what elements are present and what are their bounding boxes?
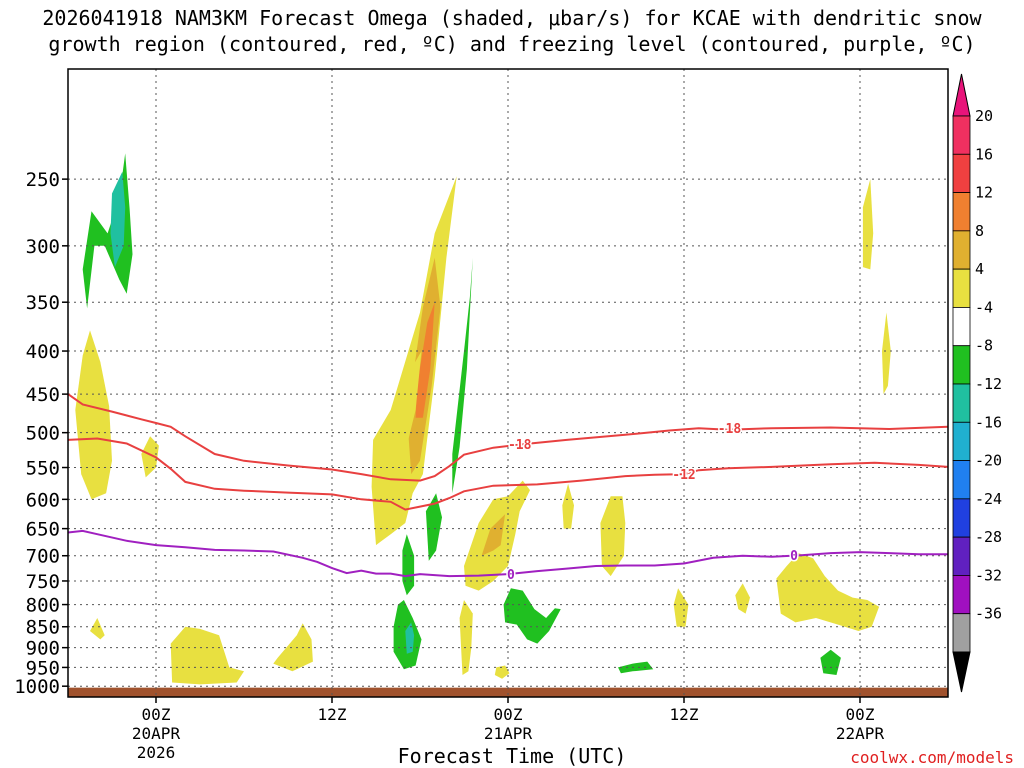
omega-region-28 (820, 649, 841, 675)
y-tick-label-1000: 1000 (14, 676, 60, 698)
colorbar-label-12: -32 (975, 566, 1002, 584)
y-tick-label-550: 550 (26, 458, 60, 480)
chart-title-line-2: growth region (contoured, red, ºC) and f… (48, 32, 976, 56)
y-tick-label-350: 350 (26, 292, 60, 314)
colorbar-swatch-2 (952, 192, 971, 232)
x-tick-label-18-0: 12Z (318, 705, 347, 724)
omega-region-5 (273, 623, 313, 672)
colorbar-top-arrow (952, 73, 971, 117)
colorbar-swatch-5 (952, 307, 971, 347)
x-tick-label-54-1: 22APR (836, 724, 885, 743)
colorbar-label-9: -20 (975, 452, 1002, 470)
colorbar-swatch-1 (952, 153, 971, 193)
x-tick-label-30-1: 21APR (484, 724, 533, 743)
contour-label-3: 0 (507, 568, 515, 583)
omega-region-25 (862, 179, 874, 270)
colorbar-bottom-arrow (952, 651, 971, 693)
y-tick-label-850: 850 (26, 617, 60, 639)
colorbar-label-4: 4 (975, 260, 984, 278)
contour-line-2 (67, 529, 948, 578)
colorbar-swatch-10 (952, 498, 971, 538)
contour-label-2: -12 (672, 468, 695, 483)
terrain-band (68, 687, 948, 697)
omega-region-20 (562, 483, 574, 529)
omega-region-18 (405, 622, 415, 654)
colorbar-swatch-13 (952, 613, 971, 653)
colorbar-swatch-6 (952, 345, 971, 385)
omega-region-22 (673, 588, 689, 627)
chart-title-line-1: 2026041918 NAM3KM Forecast Omega (shaded… (42, 6, 982, 30)
y-tick-label-900: 900 (26, 638, 60, 660)
y-tick-label-950: 950 (26, 657, 60, 679)
y-tick-label-250: 250 (26, 169, 60, 191)
x-tick-label-6-0: 00Z (142, 705, 171, 724)
omega-region-14 (459, 600, 473, 675)
omega-region-23 (735, 583, 750, 614)
x-tick-label-6-2: 2026 (137, 743, 176, 762)
y-tick-label-650: 650 (26, 519, 60, 541)
colorbar-label-10: -24 (975, 490, 1002, 508)
colorbar-label-0: 20 (975, 107, 993, 125)
x-tick-label-6-1: 20APR (132, 724, 181, 743)
omega-region-24 (776, 553, 880, 631)
omega-region-10 (452, 257, 473, 494)
colorbar-label-8: -16 (975, 413, 1002, 431)
omega-region-2 (75, 330, 112, 500)
omega-region-19 (503, 588, 561, 644)
colorbar-swatch-9 (952, 460, 971, 500)
omega-region-13 (425, 493, 442, 561)
omega-region-1 (110, 171, 126, 268)
colorbar-label-1: 16 (975, 145, 993, 163)
omega-region-6 (90, 618, 105, 640)
contour-label-0: -18 (508, 438, 532, 453)
colorbar-swatch-11 (952, 536, 971, 576)
colorbar-swatch-4 (952, 268, 971, 308)
colorbar-label-11: -28 (975, 528, 1002, 546)
contour-label-1: -18 (718, 422, 742, 437)
y-tick-label-600: 600 (26, 489, 60, 511)
contour-label-4: 0 (790, 549, 798, 564)
omega-region-15 (494, 665, 510, 679)
colorbar-swatch-3 (952, 230, 971, 270)
omega-region-4 (170, 626, 244, 685)
y-tick-label-400: 400 (26, 341, 60, 363)
omega-region-29 (400, 351, 422, 440)
y-tick-label-800: 800 (26, 595, 60, 617)
colorbar-label-13: -36 (975, 605, 1002, 623)
omega-region-9 (415, 302, 435, 418)
y-tick-label-300: 300 (26, 236, 60, 258)
colorbar-label-2: 12 (975, 184, 993, 202)
colorbar-swatch-0 (952, 115, 971, 155)
x-tick-label-30-0: 00Z (494, 705, 523, 724)
omega-region-17 (402, 534, 415, 596)
x-tick-label-42-0: 12Z (670, 705, 699, 724)
contour-line-0 (67, 393, 949, 482)
credit-link[interactable]: coolwx.com/models (850, 748, 1014, 767)
y-tick-label-700: 700 (26, 546, 60, 568)
y-tick-label-750: 750 (26, 571, 60, 593)
colorbar-label-3: 8 (975, 222, 984, 240)
omega-region-26 (882, 312, 891, 395)
x-tick-label-54-0: 00Z (846, 705, 875, 724)
y-tick-label-450: 450 (26, 384, 60, 406)
colorbar-label-7: -12 (975, 375, 1002, 393)
omega-region-21 (600, 496, 626, 577)
colorbar-label-5: -4 (975, 298, 993, 316)
x-axis-label: Forecast Time (UTC) (397, 744, 627, 768)
omega-region-3 (141, 436, 159, 478)
colorbar-swatch-7 (952, 383, 971, 423)
y-tick-label-500: 500 (26, 423, 60, 445)
colorbar-label-6: -8 (975, 337, 993, 355)
colorbar-swatch-8 (952, 421, 971, 461)
colorbar-swatch-12 (952, 575, 971, 615)
omega-region-12 (481, 514, 506, 556)
omega-region-27 (618, 661, 654, 674)
contour-line-1 (67, 437, 949, 511)
